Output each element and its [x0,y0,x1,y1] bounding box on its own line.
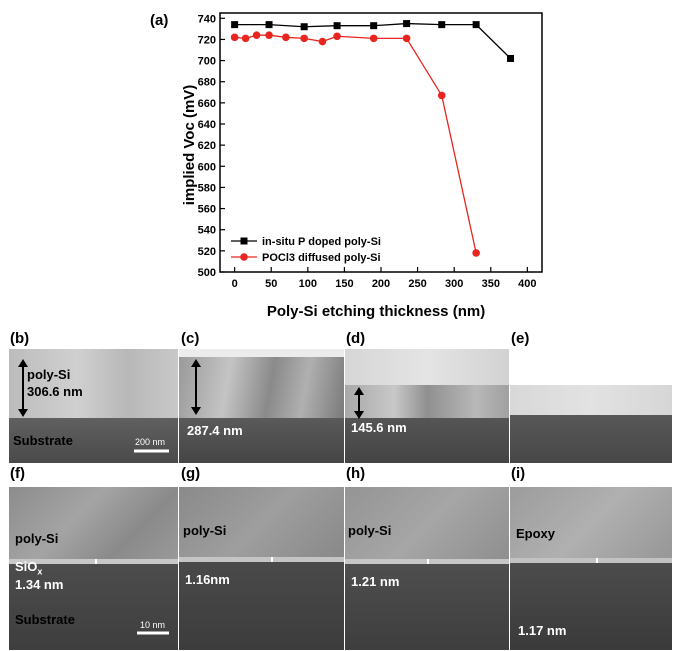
y-axis-title: implied Voc (mV) [181,85,198,206]
data-point [230,33,239,42]
y-tick-label: 500 [198,267,216,279]
x-tick-label: 100 [299,278,317,290]
y-tick-label: 660 [198,98,216,110]
y-tick-label: 580 [198,182,216,194]
legend-entry: in-situ P doped poly-Si [262,236,381,248]
plot-frame [219,12,543,273]
x-tick-label: 50 [265,278,277,290]
data-point [369,34,378,43]
x-tick-label: 0 [232,278,238,290]
plot-area [219,12,543,273]
y-tick-label: 540 [198,225,216,237]
data-point [472,249,480,257]
tem-image-b: poly-Si 306.6 nm Substrate 200 nm [9,349,178,463]
data-point [437,91,446,100]
data-point [252,31,261,39]
y-tick-label: 700 [198,56,216,68]
f-scale-label: 10 nm [140,620,166,630]
tem-image-d: 145.6 nm [345,349,509,463]
data-point [403,20,411,28]
h-polysi-label: poly-Si [348,523,392,538]
i-thickness-label: 1.17 nm [518,623,567,638]
panel-label-f: (f) [10,465,25,482]
hrtem-image-f: poly-Si SiOx 1.34 nm Substrate 10 nm [9,487,178,650]
x-tick-label: 400 [518,278,536,290]
x-tick-label: 300 [445,278,463,290]
legend-entry: POCl3 diffused poly-Si [262,252,381,264]
i-epoxy-label: Epoxy [516,526,556,541]
voc-chart: 0 50 100 150 200 250 300 350 400 500 520 540 560 580 6… [181,12,543,320]
f-polysi-label: poly-Si [15,531,59,546]
tem-image-e [510,349,672,463]
panel-label-d: (d) [346,330,366,347]
x-tick-label: 200 [372,278,390,290]
b-layer-label: poly-Si [27,367,71,382]
panel-label-c: (c) [181,330,200,347]
hrtem-image-h: poly-Si 1.21 nm [345,487,509,650]
data-point [472,21,480,29]
data-point [282,33,290,42]
y-tick-label: 600 [198,161,216,173]
tem-image-c: 287.4 nm [179,349,344,463]
series-layer [230,20,515,257]
g-thickness-label: 1.16nm [185,572,230,587]
y-tick-label: 740 [198,13,216,25]
data-point [333,22,341,30]
x-tick-label: 350 [482,278,500,290]
x-axis-title: Poly-Si etching thickness (nm) [267,303,485,320]
data-point [265,31,273,39]
data-point [300,23,308,31]
x-tick-label: 150 [335,278,353,290]
data-point [402,34,411,43]
c-thickness-label: 287.4 nm [187,423,243,438]
legend-marker [240,253,248,261]
series-line-1 [234,34,477,254]
g-polysi-label: poly-Si [183,523,227,538]
legend: in-situ P doped poly-Si POCl3 diffused po… [231,236,381,264]
data-point [241,34,250,43]
y-tick-label: 560 [198,204,216,216]
y-tick-label: 720 [198,34,216,46]
f-substrate-label: Substrate [15,612,75,627]
f-thickness-label: 1.34 nm [15,577,64,592]
panel-label-b: (b) [10,330,30,347]
b-thickness-label: 306.6 nm [27,384,83,399]
hrtem-image-g: poly-Si 1.16nm [179,487,344,650]
data-point [370,22,378,30]
data-point [507,54,515,62]
y-tick-label: 680 [198,77,216,89]
data-point [333,32,341,41]
h-thickness-label: 1.21 nm [351,574,400,589]
d-thickness-label: 145.6 nm [351,420,407,435]
data-point [438,21,446,29]
data-point [318,37,327,46]
panel-label-g: (g) [181,465,201,482]
panel-label-a: (a) [150,12,169,29]
y-tick-label: 620 [198,140,216,152]
f-siox-label: SiOx [15,559,43,577]
panel-label-e: (e) [511,330,530,347]
x-tick-label: 250 [408,278,426,290]
y-tick-label: 640 [198,119,216,131]
hrtem-image-i: Epoxy 1.17 nm [510,487,672,650]
legend-marker [240,237,248,245]
y-tick-label: 520 [198,246,216,258]
data-point [300,34,308,43]
panel-label-i: (i) [511,465,526,482]
data-point [231,21,239,29]
b-substrate-label: Substrate [13,433,73,448]
data-point [265,21,273,29]
b-scale-label: 200 nm [135,437,166,447]
panel-label-h: (h) [346,465,366,482]
axis-ticks: 0 50 100 150 200 250 300 350 400 500 520 540 560 580 6… [198,13,537,290]
